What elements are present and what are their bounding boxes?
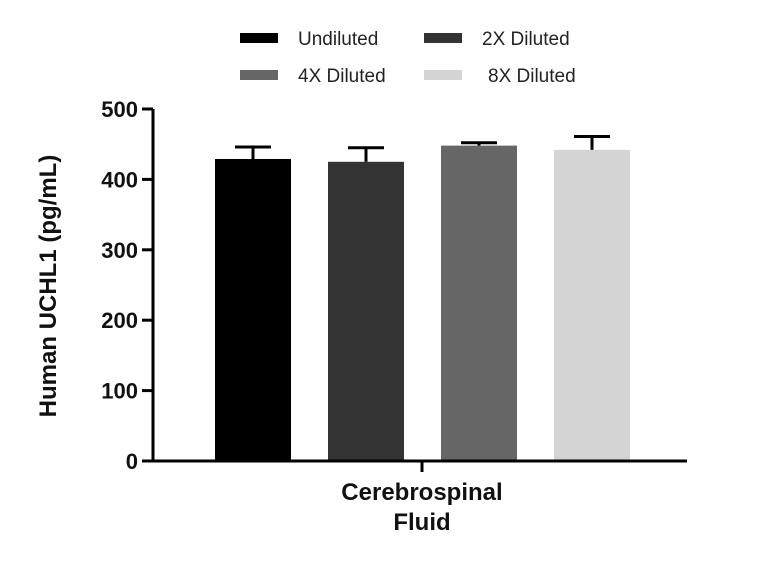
x-category-label-line-1: Cerebrospinal — [341, 479, 502, 506]
bars — [215, 134, 630, 462]
bar-2x-diluted — [328, 161, 404, 462]
legend-swatch — [424, 70, 462, 80]
x-axis: Cerebrospinal Fluid — [153, 459, 687, 536]
y-tick-label: 500 — [101, 97, 138, 122]
bar-4x-diluted — [441, 145, 517, 461]
legend-label: 4X Diluted — [298, 66, 386, 87]
y-tick-label: 0 — [126, 449, 138, 474]
legend-label: 2X Diluted — [482, 29, 570, 50]
y-axis: 0 100 200 300 400 500 — [101, 97, 155, 474]
bar-undiluted — [215, 158, 291, 461]
legend-label: 8X Diluted — [488, 66, 576, 87]
legend-label: Undiluted — [298, 29, 378, 50]
bar-8x-diluted — [554, 149, 630, 461]
legend-swatch — [240, 70, 278, 80]
legend-swatch — [240, 33, 278, 43]
y-tick-label: 100 — [101, 379, 138, 404]
y-tick-label: 300 — [101, 238, 138, 263]
x-category-label-line-2: Fluid — [393, 509, 450, 536]
y-tick-label: 200 — [101, 308, 138, 333]
legend: Undiluted 2X Diluted 4X Diluted 8X Diluted — [240, 29, 576, 87]
y-axis-title: Human UCHL1 (pg/mL) — [35, 155, 62, 418]
legend-swatch — [424, 33, 462, 43]
y-tick-label: 400 — [101, 167, 138, 192]
